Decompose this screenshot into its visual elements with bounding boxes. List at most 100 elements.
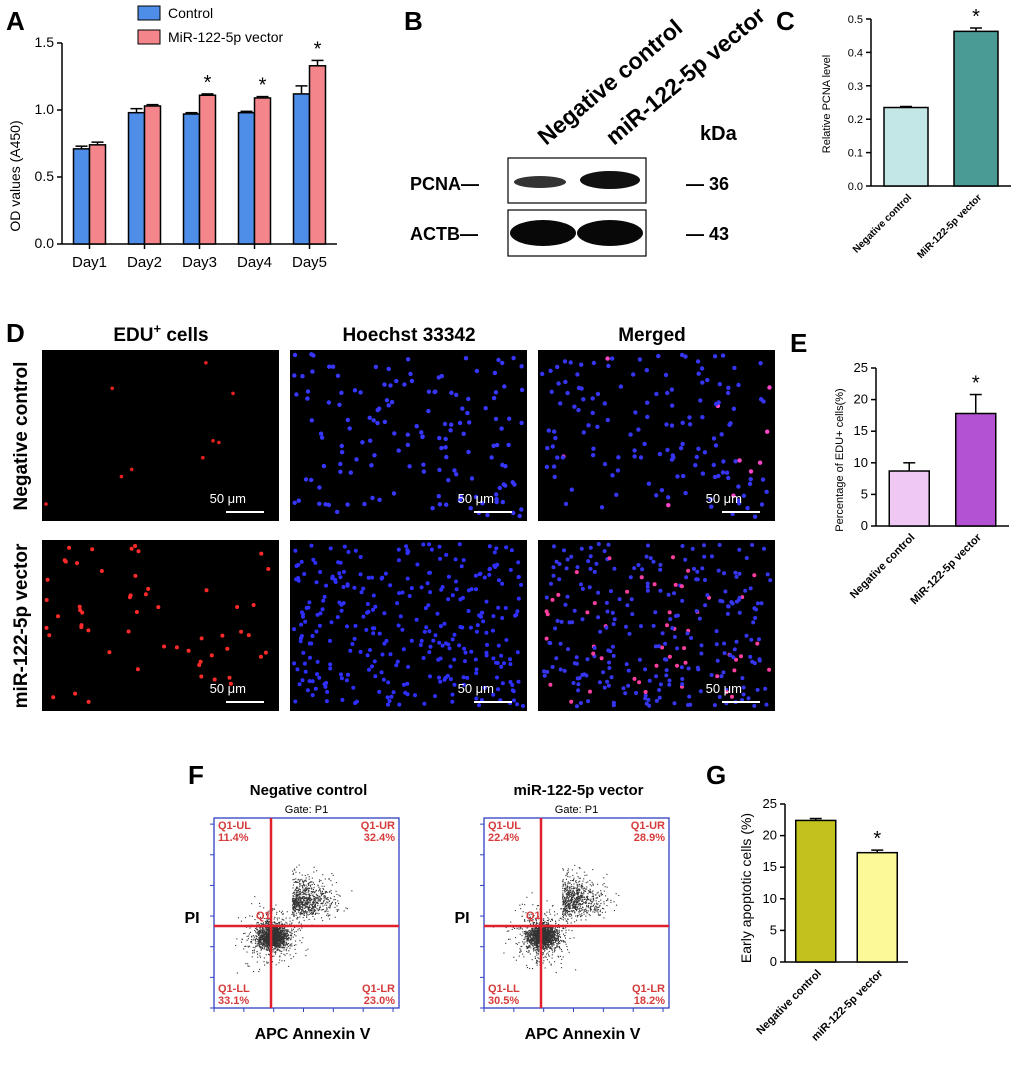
flow-event xyxy=(247,945,249,947)
flow-event xyxy=(317,900,319,902)
cell-nucleus xyxy=(384,398,390,403)
flow-event xyxy=(280,950,282,952)
flow-event xyxy=(537,932,539,934)
flow-event xyxy=(326,908,328,910)
cell-nucleus xyxy=(465,675,470,680)
flow-event xyxy=(550,927,552,929)
cell-nucleus xyxy=(493,390,499,395)
flow-event xyxy=(259,932,261,934)
cell-nucleus xyxy=(665,623,669,628)
flow-event xyxy=(588,890,590,892)
flow-event xyxy=(280,933,282,935)
flow-event xyxy=(243,933,245,935)
flow-event xyxy=(302,902,304,904)
cell-nucleus xyxy=(759,502,765,507)
flow-event xyxy=(317,884,319,886)
flow-event xyxy=(265,931,267,933)
flow-event xyxy=(558,942,560,944)
bar xyxy=(253,97,272,245)
flow-event xyxy=(319,898,321,900)
cell-nucleus xyxy=(126,629,131,634)
cell-nucleus xyxy=(737,595,742,600)
flow-event xyxy=(312,915,314,917)
flow-event xyxy=(532,943,534,945)
cell-nucleus xyxy=(515,609,520,614)
flow-event xyxy=(595,902,597,904)
flow-event xyxy=(289,935,291,937)
flow-event xyxy=(300,923,302,925)
flow-event xyxy=(266,918,268,920)
cell-nucleus xyxy=(757,637,761,642)
flow-event xyxy=(280,934,282,936)
flow-event xyxy=(307,948,309,950)
flow-event xyxy=(509,938,511,940)
flow-event xyxy=(272,935,274,937)
cell-nucleus xyxy=(763,686,768,691)
cell-nucleus xyxy=(548,368,553,373)
cell-nucleus xyxy=(687,415,692,420)
flow-event xyxy=(259,955,261,957)
flow-event xyxy=(322,920,324,922)
flow-event xyxy=(304,904,306,906)
cell-nucleus xyxy=(494,492,499,497)
cell-nucleus xyxy=(616,455,621,460)
flow-event xyxy=(569,887,571,889)
cell-nucleus xyxy=(339,390,344,395)
cell-nucleus xyxy=(519,387,525,393)
cell-nucleus xyxy=(591,446,596,451)
chart-c-ylabel: Relative PCNA level xyxy=(821,55,833,153)
bar xyxy=(292,93,311,245)
flow-event xyxy=(307,883,309,885)
cell-nucleus xyxy=(700,380,705,385)
flow-event xyxy=(274,916,276,918)
flow-event xyxy=(303,883,305,885)
cell-nucleus xyxy=(705,593,710,598)
cell-nucleus xyxy=(439,587,444,592)
flow-event xyxy=(281,933,283,935)
flow-event xyxy=(589,891,591,893)
cell-nucleus xyxy=(752,606,757,611)
cell-nucleus xyxy=(626,683,631,688)
flow-event xyxy=(289,938,291,940)
flow-event xyxy=(583,909,585,911)
flow-event xyxy=(276,933,278,935)
flow-event xyxy=(570,886,572,888)
cell-nucleus xyxy=(607,666,612,670)
cell-nucleus xyxy=(512,698,516,703)
cell-nucleus xyxy=(665,390,670,396)
flow-event xyxy=(299,913,301,915)
flow-event xyxy=(299,903,301,905)
flow-event xyxy=(309,905,311,907)
cell-nucleus xyxy=(361,586,366,591)
flow-event xyxy=(249,945,251,947)
flow-event xyxy=(519,904,521,906)
flow-event xyxy=(603,908,605,910)
flow-event xyxy=(600,890,602,892)
cell-nucleus xyxy=(736,382,741,388)
flow-event xyxy=(276,942,278,944)
flow-event xyxy=(313,900,315,902)
cell-nucleus xyxy=(595,424,600,429)
flow-event xyxy=(272,924,274,926)
flow-event xyxy=(260,942,262,944)
flow-event xyxy=(550,963,552,965)
flow-event xyxy=(261,946,263,948)
flow-event xyxy=(547,920,549,922)
flow-event xyxy=(267,929,269,931)
cell-nucleus xyxy=(448,677,453,682)
flow-event xyxy=(305,888,307,890)
flow-event xyxy=(524,904,526,906)
cell-nucleus xyxy=(695,359,701,364)
flow-event xyxy=(292,897,294,899)
flow-event xyxy=(314,883,316,885)
cell-nucleus xyxy=(755,601,760,606)
cell-nucleus xyxy=(336,560,341,565)
flow-event xyxy=(577,905,579,907)
flow-event xyxy=(296,900,298,902)
flow-event xyxy=(299,905,301,907)
flow-event xyxy=(295,901,297,903)
flow-event xyxy=(293,906,295,908)
flow-event xyxy=(556,932,558,934)
flow-event xyxy=(292,903,294,905)
flow-event xyxy=(284,945,286,947)
